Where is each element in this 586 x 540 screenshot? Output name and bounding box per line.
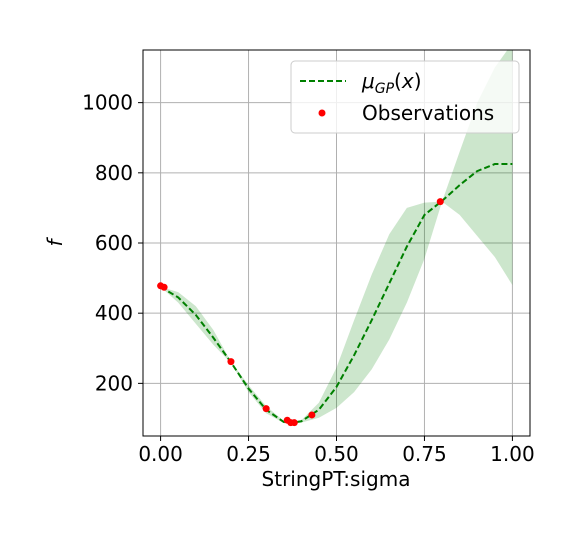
legend: μGP(x) Observations (291, 61, 519, 133)
y-tick-label: 400 (95, 301, 133, 325)
observation-point (263, 405, 270, 412)
y-axis-label: f (43, 237, 67, 247)
legend-observation-marker (319, 110, 326, 117)
observation-point (308, 411, 315, 418)
y-tick-label: 600 (95, 231, 133, 255)
legend-observations-label: Observations (362, 101, 494, 125)
observation-point (291, 419, 298, 426)
y-tick-label: 1000 (82, 91, 133, 115)
observation-point (437, 198, 444, 205)
x-tick-label: 0.75 (402, 442, 447, 466)
x-tick-label: 1.00 (490, 442, 535, 466)
observation-point (227, 358, 234, 365)
x-axis-label: StringPT:sigma (262, 467, 411, 491)
x-tick-label: 0.25 (226, 442, 271, 466)
y-tick-label: 800 (95, 161, 133, 185)
observation-point (161, 284, 168, 291)
x-tick-label: 0.50 (314, 442, 359, 466)
x-tick-label: 0.00 (138, 442, 183, 466)
y-tick-label: 200 (95, 371, 133, 395)
